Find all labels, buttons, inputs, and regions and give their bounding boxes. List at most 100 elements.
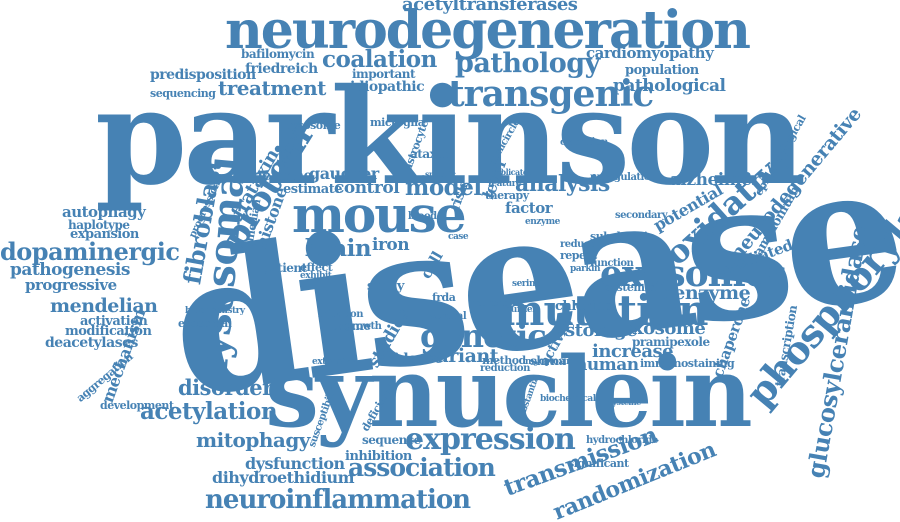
word-transgenic: transgenic	[448, 73, 654, 115]
word-control: control	[334, 178, 400, 198]
word-oxidation: oxidation	[560, 137, 608, 148]
word-method: method	[482, 354, 526, 367]
word-evidence: evidence	[378, 351, 443, 367]
word-growth: growth	[345, 321, 382, 332]
word-burden: burden	[505, 305, 539, 315]
word-ataxia: ataxia	[410, 147, 448, 161]
word-dysfunction: dysfunction	[245, 454, 345, 473]
word-secondary: secondary	[615, 210, 668, 221]
word-chloride: chloride	[555, 299, 612, 314]
word-inhibition: inhibition	[345, 449, 412, 464]
word-blood: blood	[408, 211, 437, 222]
word-biochemistry: biochemistry	[185, 306, 245, 316]
word-serine: serine	[512, 279, 541, 289]
word-pathogenesis: pathogenesis	[10, 260, 130, 280]
word-cardiomyopathy: cardiomyopathy	[586, 44, 714, 62]
word-expression: expression	[405, 422, 576, 457]
word-effect: effect	[300, 261, 333, 274]
word-case: case	[448, 232, 469, 242]
word-pathology: pathology	[455, 48, 600, 79]
word-gaucher: gaucher	[309, 164, 379, 183]
word-mycotoxin: mycotoxin	[525, 357, 573, 367]
word-repeat: repeat	[560, 249, 597, 262]
word-exosomes: exosomes	[600, 253, 787, 295]
word-coalation: coalation	[322, 46, 437, 73]
word-parkinson: parkinson	[95, 60, 806, 215]
word-sequencing: sequencing	[150, 87, 216, 100]
word-friedreich: friedreich	[245, 61, 318, 77]
word-important: important	[352, 67, 416, 81]
word-iron: iron	[372, 235, 410, 255]
word-upregulation: upregulation	[590, 172, 657, 183]
word-neuronal: neuronal	[470, 299, 512, 309]
word-analysis: analysis	[515, 171, 610, 197]
word-treatment: treatment	[218, 76, 326, 100]
word-mouse: mouse	[292, 185, 467, 244]
word-expansion: expansion	[70, 227, 139, 242]
word-modification: modification	[65, 324, 152, 339]
word-predisposition: predisposition	[150, 67, 256, 83]
word-genetic: genetic	[420, 317, 547, 355]
word-deacetylases: deacetylases	[45, 335, 138, 351]
word-estimate: estimate	[283, 182, 343, 197]
word-hydrochloride: hydrochloride	[586, 435, 658, 446]
word-association: association	[348, 453, 496, 482]
word-autophagy: autophagy	[62, 203, 146, 221]
word-feature: feature	[488, 179, 522, 189]
word-bafilomycin: bafilomycin	[241, 47, 315, 61]
word-specific: specific	[425, 169, 456, 179]
word-injection: injection	[318, 309, 364, 320]
word-mendelian: mendelian	[50, 295, 158, 317]
word-increase: increase	[592, 341, 674, 362]
word-pathological: pathological	[613, 76, 726, 96]
word-patient: patient	[262, 261, 307, 275]
word-significant: significant	[568, 457, 629, 470]
word-factor: factor	[505, 199, 553, 217]
word-acetylation: acetylation	[140, 398, 278, 425]
word-several: several	[430, 311, 467, 322]
word-human: human	[575, 355, 639, 375]
word-model: model	[405, 174, 482, 201]
word-exhibit: exhibit	[300, 271, 332, 281]
word-systemic: systemic	[605, 281, 655, 294]
word-implicated: implicated	[490, 167, 533, 177]
word-idiopathic: idiopathic	[350, 79, 425, 95]
word-reduce: reduce	[560, 239, 596, 250]
word-acetyltransferases: acetyltransferases	[402, 0, 578, 15]
word-pramipexole: pramipexole	[632, 335, 710, 349]
word-disorder: disorder	[178, 375, 273, 400]
word-exome: exome	[330, 319, 371, 333]
word-genome: genome	[253, 168, 312, 184]
word-storage: storage	[565, 320, 638, 341]
word-population: population	[625, 63, 699, 78]
word-parkin: parkin	[570, 264, 601, 274]
word-synuclein: synuclein	[265, 336, 753, 449]
word-exosomal: exosomal	[178, 317, 232, 330]
word-immunostaining: immunostaining	[640, 357, 735, 370]
word-coenzyme: coenzyme	[650, 282, 751, 304]
word-neuroinflammation: neuroinflammation	[205, 485, 471, 515]
word-function: function	[590, 258, 634, 269]
word-development: development	[100, 399, 174, 412]
word-sequence: sequence	[362, 433, 421, 447]
word-dopaminergic: dopaminergic	[0, 237, 180, 266]
word-dihydroethidium: dihydroethidium	[212, 468, 355, 487]
word-enzyme: enzyme	[525, 217, 560, 227]
word-subchronic: subchronic	[590, 230, 654, 243]
word-brain: brain	[305, 235, 372, 262]
word-exosome: exosome	[622, 318, 706, 339]
word-progressive: progressive	[25, 276, 117, 294]
word-mutation: mutation	[500, 286, 708, 335]
word-extensive: extensive	[312, 357, 355, 367]
word-reduction: reduction	[480, 363, 530, 374]
word-study: study	[367, 279, 404, 294]
word-frda: frda	[432, 291, 456, 304]
word-alzheimer: alzheimer	[670, 170, 761, 190]
word-variant: variant	[426, 345, 498, 367]
word-shrna: shrna	[530, 354, 566, 368]
word-lysosome: lysosome	[288, 119, 341, 132]
word-activation: activation	[80, 314, 148, 329]
word-biochemical: biochemical	[540, 394, 596, 404]
word-microglia: microglia	[370, 116, 425, 129]
